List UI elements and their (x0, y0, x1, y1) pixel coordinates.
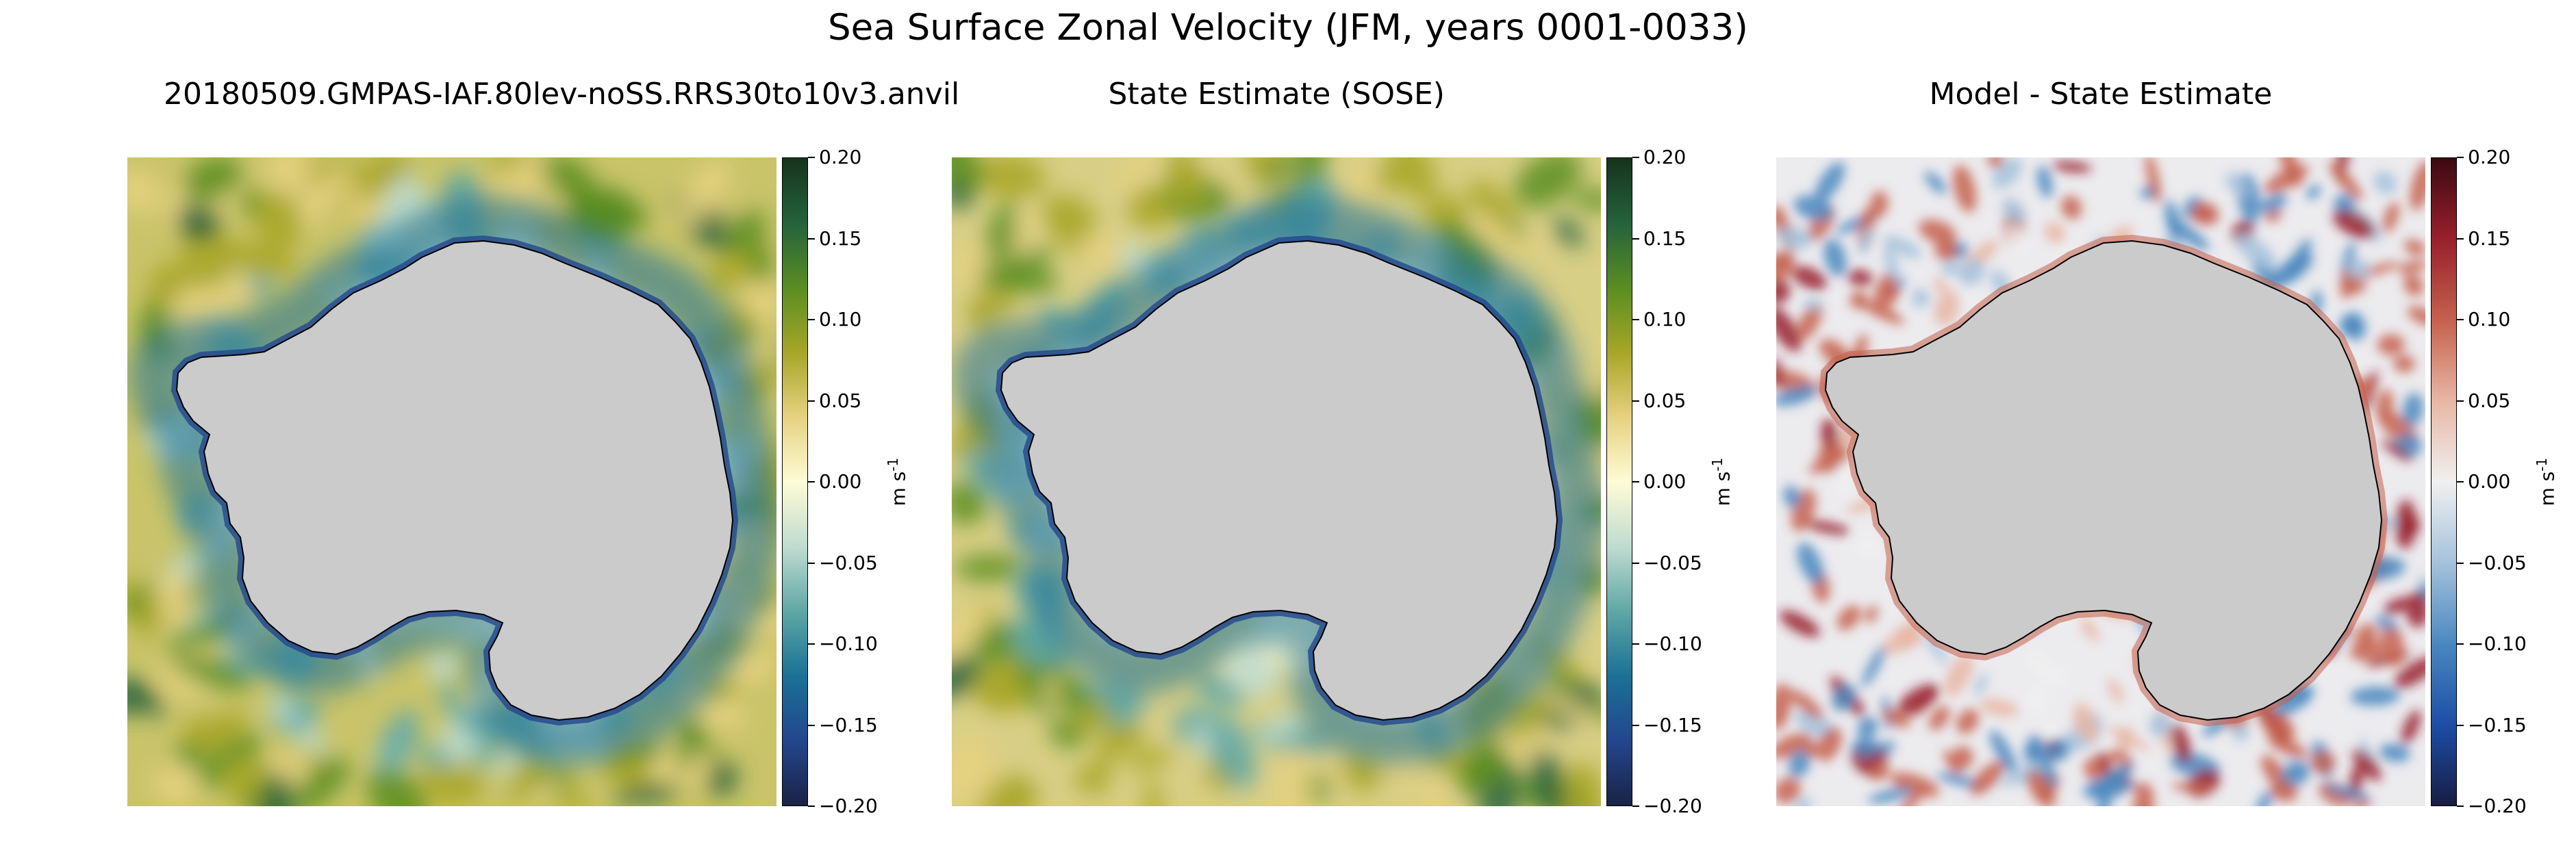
colorbar-tick-label: 0.15 (1643, 227, 1687, 250)
colorbar-tick-label: 0.05 (1643, 389, 1687, 412)
colorbar-tick-label: 0.10 (2468, 308, 2511, 331)
panel-title: Model - State Estimate (1929, 77, 2273, 112)
antarctica-landmass (1824, 240, 2383, 721)
colorbar-tick-label: 0.15 (819, 227, 862, 250)
antarctica-landmass (1000, 240, 1558, 721)
colorbar-tick-mark (1632, 319, 1639, 320)
colorbar-tick-label: 0.15 (2468, 227, 2511, 250)
colorbar-tick-label: −0.05 (1643, 551, 1702, 574)
panel-title: State Estimate (SOSE) (1108, 77, 1445, 112)
panel-title: 20180509.GMPAS-IAF.80lev-noSS.RRS30to10v… (164, 77, 960, 112)
colorbar-tick-mark (1632, 806, 1639, 807)
colorbar-tick-mark (808, 562, 815, 564)
colorbar-tick-mark (2457, 237, 2464, 240)
colorbar-tick-label: 0.20 (2468, 146, 2511, 168)
colorbar (1606, 157, 1632, 806)
colorbar-tick-mark (1632, 724, 1639, 726)
colorbar-tick-label: −0.10 (1643, 632, 1702, 655)
colorbar-tick-mark (1632, 481, 1639, 482)
colorbar-tick-mark (2457, 724, 2464, 726)
map-panel (952, 157, 1601, 806)
colorbar-tick-label: −0.10 (819, 632, 878, 655)
colorbar-tick-mark (2457, 319, 2464, 320)
map-panel (127, 157, 776, 806)
colorbar-tick-label: 0.20 (1643, 146, 1687, 168)
colorbar-tick-label: −0.20 (2468, 795, 2527, 817)
antarctica-landmass (175, 240, 734, 721)
colorbar (2431, 157, 2457, 806)
colorbar-tick-mark (808, 319, 815, 320)
colorbar-tick-mark (1632, 562, 1639, 564)
colorbar-tick-mark (1632, 400, 1639, 402)
colorbar-tick-label: 0.05 (2468, 389, 2511, 412)
colorbar-tick-label: −0.05 (2468, 551, 2527, 574)
colorbar-tick-label: −0.15 (1643, 713, 1702, 736)
colorbar-tick-label: −0.15 (2468, 713, 2527, 736)
colorbar (782, 157, 808, 806)
colorbar-tick-mark (808, 157, 815, 158)
colorbar-tick-label: 0.10 (819, 308, 862, 331)
colorbar-tick-mark (2457, 806, 2464, 807)
colorbar-tick-label: 0.00 (819, 470, 862, 493)
map-panel (1776, 157, 2425, 806)
colorbar-tick-mark (1632, 237, 1639, 240)
colorbar-tick-mark (808, 400, 815, 402)
figure-title: Sea Surface Zonal Velocity (JFM, years 0… (828, 7, 1748, 49)
colorbar-tick-mark (2457, 400, 2464, 402)
colorbar-tick-label: 0.10 (1643, 308, 1687, 331)
colorbar-tick-mark (808, 237, 815, 240)
colorbar-unit-label: m s-1 (1708, 457, 1734, 506)
colorbar-tick-label: −0.15 (819, 713, 878, 736)
colorbar-tick-label: −0.10 (2468, 632, 2527, 655)
colorbar-tick-label: −0.05 (819, 551, 878, 574)
colorbar-tick-mark (1632, 157, 1639, 158)
colorbar-tick-label: −0.20 (819, 795, 878, 817)
colorbar-tick-label: 0.05 (819, 389, 862, 412)
colorbar-tick-mark (1632, 643, 1639, 645)
colorbar-tick-label: 0.00 (2468, 470, 2511, 493)
colorbar-tick-label: 0.00 (1643, 470, 1687, 493)
colorbar-tick-mark (808, 481, 815, 482)
colorbar-tick-mark (808, 806, 815, 807)
colorbar-tick-mark (808, 724, 815, 726)
colorbar-tick-mark (2457, 157, 2464, 158)
colorbar-tick-mark (2457, 643, 2464, 645)
colorbar-tick-mark (2457, 481, 2464, 482)
colorbar-tick-label: −0.20 (1643, 795, 1702, 817)
colorbar-tick-mark (808, 643, 815, 645)
colorbar-tick-mark (2457, 562, 2464, 564)
colorbar-unit-label: m s-1 (2533, 457, 2559, 506)
colorbar-unit-label: m s-1 (884, 457, 910, 506)
colorbar-tick-label: 0.20 (819, 146, 862, 168)
